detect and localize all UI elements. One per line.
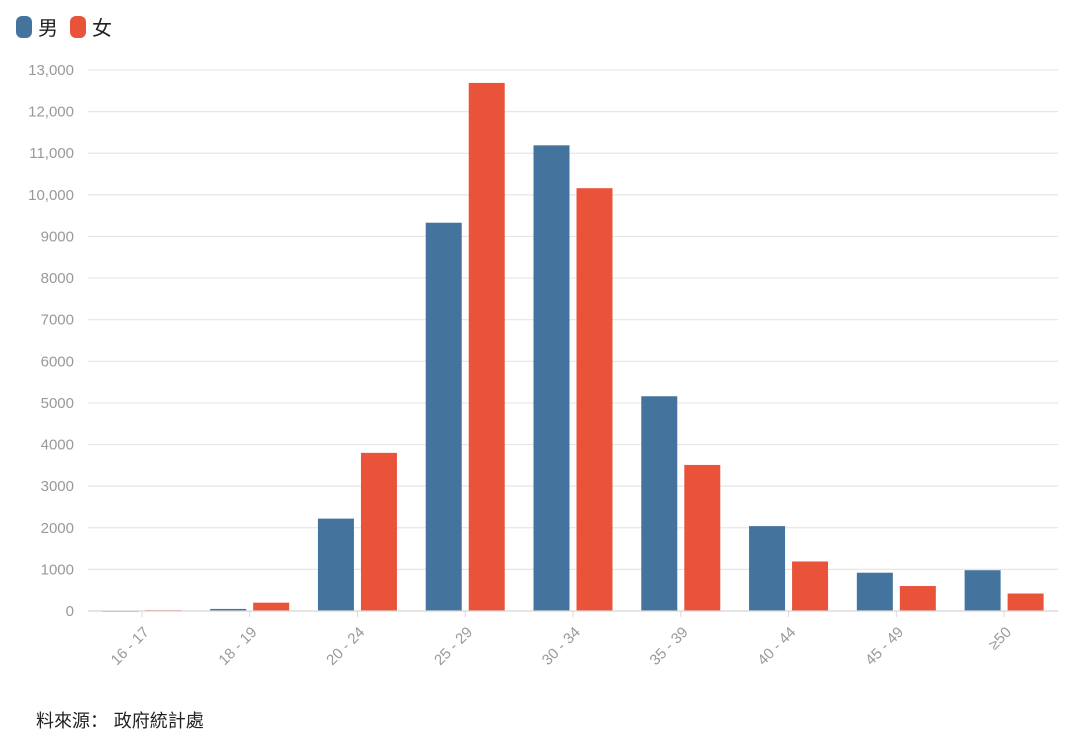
legend-swatch-female xyxy=(70,15,86,38)
bar-female[interactable] xyxy=(684,464,721,611)
x-tick-label: 16 - 17 xyxy=(108,624,153,669)
x-tick-label: 35 - 39 xyxy=(647,624,692,669)
grid-lines xyxy=(88,69,1058,612)
y-tick-label: 0 xyxy=(66,603,74,620)
chart-legend: 男 女 xyxy=(16,12,112,41)
bar-male[interactable] xyxy=(749,526,786,611)
y-axis: 0 1000 2000 3000 4000 5000 6000 7000 8000 9000 10,… xyxy=(28,62,74,620)
bar-male[interactable] xyxy=(533,145,570,611)
x-tick-label: 18 - 19 xyxy=(215,624,260,669)
y-tick-label: 4000 xyxy=(41,437,74,454)
bar-female[interactable] xyxy=(253,602,290,611)
data-source-note: 料來源： 政府統計處 xyxy=(36,711,204,732)
bar-male[interactable] xyxy=(964,570,1001,611)
legend-item-male[interactable]: 男 xyxy=(16,12,58,41)
bar-male[interactable] xyxy=(317,518,354,611)
legend-swatch-male xyxy=(16,15,32,38)
y-tick-label: 6000 xyxy=(41,353,74,370)
bar-male[interactable] xyxy=(856,572,893,611)
x-tick-label: 25 - 29 xyxy=(431,624,476,669)
bar-male[interactable] xyxy=(210,608,247,611)
y-tick-label: 10,000 xyxy=(28,187,74,204)
y-tick-label: 12,000 xyxy=(28,104,74,121)
bar-female[interactable] xyxy=(792,561,829,611)
y-tick-label: 8000 xyxy=(41,270,74,287)
bar-female[interactable] xyxy=(360,452,397,611)
x-tick-label: 30 - 34 xyxy=(539,624,584,669)
bars xyxy=(102,82,1044,612)
x-tick-label: 45 - 49 xyxy=(862,624,907,669)
x-axis: 16 - 17 18 - 19 20 - 24 25 - 29 30 - 34 35 - … xyxy=(88,610,1058,669)
legend-item-female[interactable]: 女 xyxy=(70,12,112,41)
bar-male[interactable] xyxy=(425,222,462,611)
x-tick-label: 40 - 44 xyxy=(754,624,799,669)
bar-female[interactable] xyxy=(899,586,936,611)
y-tick-label: 7000 xyxy=(41,312,74,329)
bar-female[interactable] xyxy=(1007,593,1044,611)
y-tick-label: 3000 xyxy=(41,478,74,495)
bar-female[interactable] xyxy=(576,188,613,612)
y-tick-label: 13,000 xyxy=(28,62,74,79)
y-tick-label: 2000 xyxy=(41,520,74,537)
bar-chart: 0 1000 2000 3000 4000 5000 6000 7000 8000 9000 10,… xyxy=(28,62,1058,669)
bar-male[interactable] xyxy=(641,396,678,611)
legend-label-male: 男 xyxy=(38,16,58,40)
y-tick-label: 9000 xyxy=(41,228,74,245)
bar-female[interactable] xyxy=(468,82,505,612)
x-tick-label: 20 - 24 xyxy=(323,624,368,669)
y-tick-label: 1000 xyxy=(41,561,74,578)
y-tick-label: 5000 xyxy=(41,395,74,412)
legend-label-female: 女 xyxy=(92,16,112,40)
y-tick-label: 11,000 xyxy=(29,145,74,162)
x-tick-label: ≥50 xyxy=(985,624,1015,654)
